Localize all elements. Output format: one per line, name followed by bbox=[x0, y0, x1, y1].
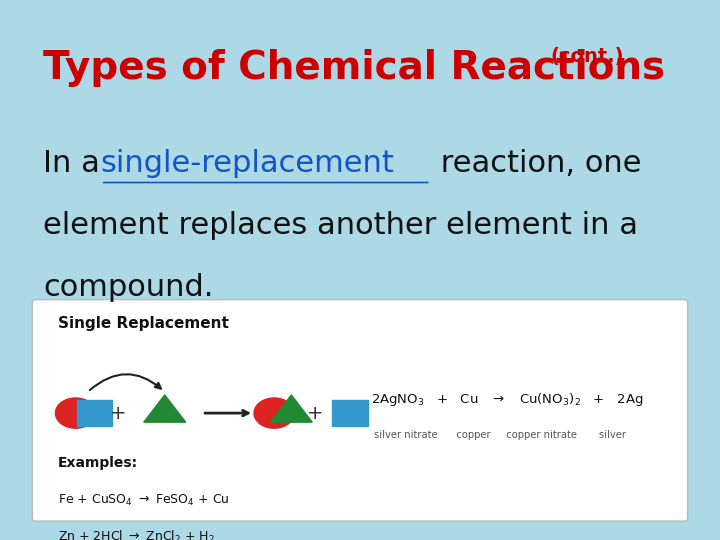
Text: In a: In a bbox=[43, 148, 110, 178]
FancyArrowPatch shape bbox=[90, 374, 161, 390]
Text: compound.: compound. bbox=[43, 273, 214, 302]
FancyBboxPatch shape bbox=[32, 300, 688, 521]
Circle shape bbox=[55, 398, 96, 428]
Text: Fe + CuSO$_4$ $\rightarrow$ FeSO$_4$ + Cu: Fe + CuSO$_4$ $\rightarrow$ FeSO$_4$ + C… bbox=[58, 493, 229, 508]
Text: 2AgNO$_3$   +   Cu   $\rightarrow$   Cu(NO$_3$)$_2$   +   2Ag: 2AgNO$_3$ + Cu $\rightarrow$ Cu(NO$_3$)$… bbox=[371, 391, 643, 408]
Text: +: + bbox=[307, 403, 324, 423]
Text: +: + bbox=[109, 403, 126, 423]
Text: silver nitrate      copper     copper nitrate       silver: silver nitrate copper copper nitrate sil… bbox=[374, 430, 626, 440]
Text: Examples:: Examples: bbox=[58, 456, 138, 470]
Bar bbox=[333, 400, 368, 427]
Text: Types of Chemical Reactions: Types of Chemical Reactions bbox=[43, 49, 665, 86]
Text: Single Replacement: Single Replacement bbox=[58, 316, 228, 331]
Text: element replaces another element in a: element replaces another element in a bbox=[43, 211, 638, 240]
Text: single-replacement: single-replacement bbox=[101, 148, 395, 178]
Circle shape bbox=[254, 398, 294, 428]
Text: (cont.): (cont.) bbox=[551, 47, 624, 66]
Text: reaction, one: reaction, one bbox=[431, 148, 642, 178]
Bar bbox=[77, 400, 112, 427]
Text: Zn + 2HCl $\rightarrow$ ZnCl$_2$ + H$_2$: Zn + 2HCl $\rightarrow$ ZnCl$_2$ + H$_2$ bbox=[58, 529, 215, 540]
